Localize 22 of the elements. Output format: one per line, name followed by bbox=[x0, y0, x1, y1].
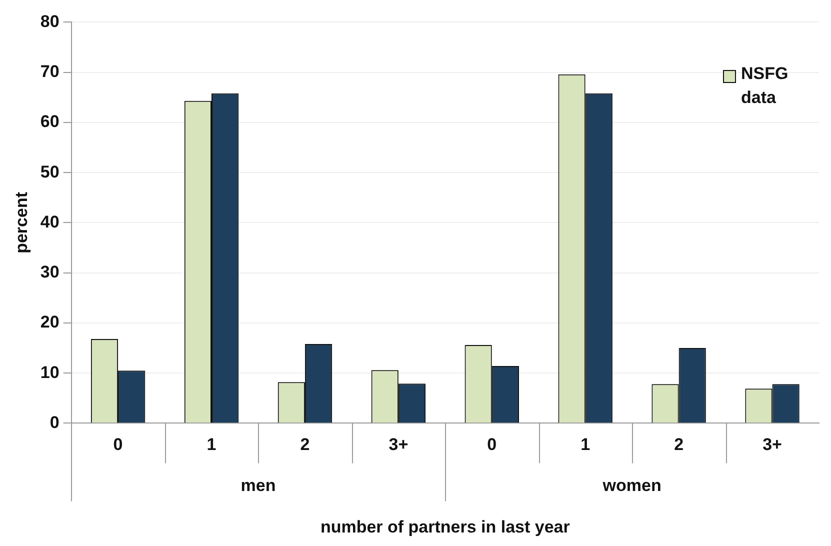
y-tick-label: 80 bbox=[40, 12, 60, 31]
y-tick-label: 10 bbox=[40, 362, 60, 382]
x-tick-label: 0 bbox=[113, 435, 123, 454]
y-tick-label: 50 bbox=[40, 162, 60, 182]
legend-label: NSFG data bbox=[741, 63, 790, 109]
x-tick-label: 3+ bbox=[762, 435, 782, 454]
y-axis-title: percent bbox=[12, 192, 31, 254]
x-tick-label: 1 bbox=[206, 435, 216, 454]
text: women bbox=[602, 476, 662, 496]
x-tick-label: 2 bbox=[674, 435, 684, 454]
x-tick-label: 0 bbox=[487, 435, 497, 454]
x-tick-label: 3+ bbox=[388, 435, 408, 454]
x-axis-title: number of partners in last year bbox=[320, 517, 570, 536]
x-tick-label: 2 bbox=[300, 435, 310, 454]
y-tick-label: 60 bbox=[40, 112, 60, 132]
y-tick-label: 20 bbox=[40, 312, 60, 332]
y-tick-label: 70 bbox=[40, 62, 60, 82]
x-tick-label: 1 bbox=[580, 435, 590, 454]
y-tick-label: 0 bbox=[50, 412, 60, 432]
text: men bbox=[240, 476, 276, 496]
y-tick-label: 30 bbox=[40, 262, 60, 282]
y-tick-label: 40 bbox=[40, 212, 60, 232]
